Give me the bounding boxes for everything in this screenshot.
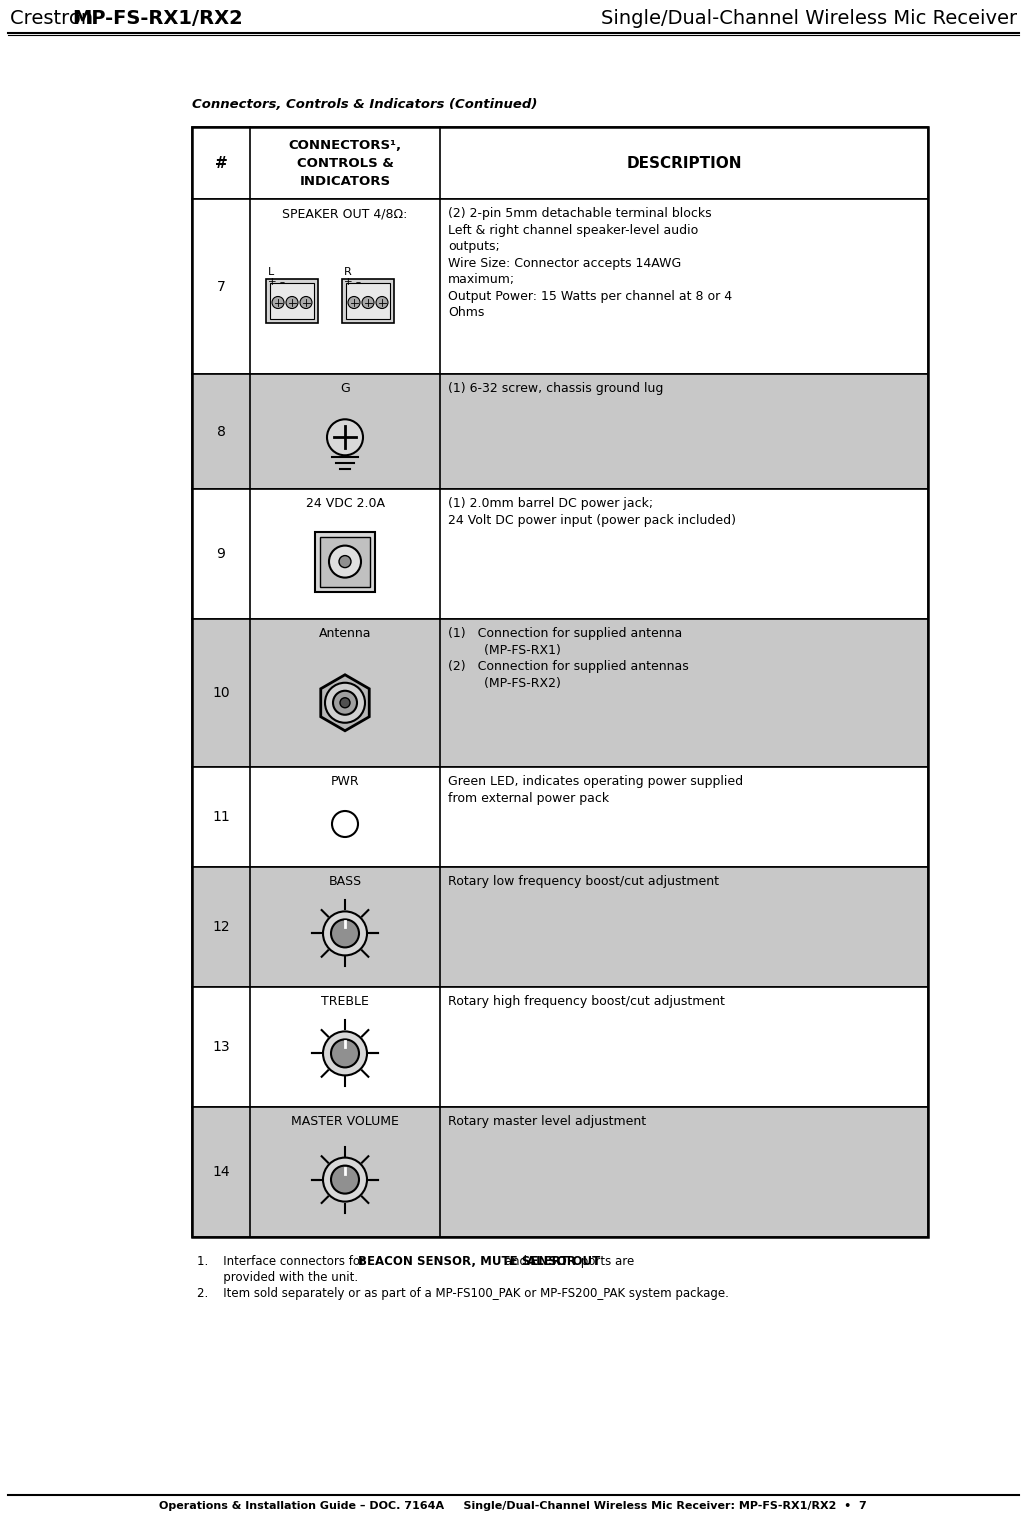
Text: 12: 12 [213, 919, 230, 934]
Text: Antenna: Antenna [318, 627, 371, 640]
Bar [192, 988, 928, 1107]
Circle shape [329, 546, 362, 578]
Bar [192, 375, 928, 488]
Text: and: and [501, 1255, 531, 1268]
Text: Rotary master level adjustment: Rotary master level adjustment [448, 1115, 646, 1129]
Text: SPEAKER OUT 4/8Ω:: SPEAKER OUT 4/8Ω: [282, 206, 408, 220]
Text: 24 VDC 2.0A: 24 VDC 2.0A [305, 498, 384, 510]
Text: Single/Dual-Channel Wireless Mic Receiver: Single/Dual-Channel Wireless Mic Receive… [601, 9, 1017, 27]
Text: provided with the unit.: provided with the unit. [197, 1271, 358, 1283]
Text: Crestron: Crestron [10, 9, 100, 27]
Circle shape [324, 1157, 367, 1201]
Text: L: L [268, 267, 274, 276]
Bar [192, 488, 928, 619]
Text: DESCRIPTION: DESCRIPTION [626, 156, 741, 170]
Bar [192, 868, 928, 988]
Circle shape [325, 683, 365, 722]
Text: 9: 9 [217, 548, 226, 561]
Circle shape [376, 296, 388, 308]
Text: ports are: ports are [577, 1255, 634, 1268]
Bar [320, 537, 370, 587]
Text: Green LED, indicates operating power supplied
from external power pack: Green LED, indicates operating power sup… [448, 775, 744, 804]
Polygon shape [320, 675, 370, 731]
Text: (1)   Connection for supplied antenna
         (MP-FS-RX1)
(2)   Connection for : (1) Connection for supplied antenna (MP-… [448, 627, 689, 690]
Text: 13: 13 [213, 1041, 230, 1054]
Bar [315, 531, 375, 592]
Circle shape [362, 296, 374, 308]
Text: Rotary high frequency boost/cut adjustment: Rotary high frequency boost/cut adjustme… [448, 995, 725, 1007]
Text: BASS: BASS [329, 875, 362, 887]
Text: 10: 10 [213, 686, 230, 699]
Text: R: R [344, 267, 352, 276]
Bar [192, 619, 928, 768]
Text: PWR: PWR [331, 775, 359, 787]
Text: MP-FS-RX1/RX2: MP-FS-RX1/RX2 [72, 9, 242, 27]
Text: Rotary low frequency boost/cut adjustment: Rotary low frequency boost/cut adjustmen… [448, 875, 719, 887]
Text: TREBLE: TREBLE [321, 995, 369, 1007]
Text: 14: 14 [213, 1165, 230, 1179]
Bar [192, 127, 928, 199]
Text: ALERT OUT: ALERT OUT [527, 1255, 601, 1268]
Circle shape [332, 812, 358, 837]
Text: (1) 6-32 screw, chassis ground lug: (1) 6-32 screw, chassis ground lug [448, 382, 663, 394]
Text: + –: + – [268, 276, 286, 287]
Circle shape [272, 296, 284, 308]
Text: G: G [340, 382, 350, 394]
Text: 1.    Interface connectors for: 1. Interface connectors for [197, 1255, 369, 1268]
Circle shape [340, 698, 350, 708]
Bar [342, 279, 394, 323]
Text: 7: 7 [217, 279, 225, 293]
Circle shape [339, 555, 351, 567]
Bar [192, 768, 928, 868]
Circle shape [333, 690, 357, 715]
Text: 8: 8 [217, 425, 226, 438]
Text: BEACON SENSOR, MUTE SENSOR: BEACON SENSOR, MUTE SENSOR [358, 1255, 576, 1268]
Text: 2.    Item sold separately or as part of a MP-FS100_PAK or MP-FS200_PAK system p: 2. Item sold separately or as part of a … [197, 1286, 729, 1300]
Bar [270, 282, 314, 319]
Circle shape [331, 1165, 359, 1194]
Circle shape [286, 296, 298, 308]
Circle shape [327, 419, 363, 455]
Bar [192, 199, 928, 375]
Text: Connectors, Controls & Indicators (Continued): Connectors, Controls & Indicators (Conti… [192, 99, 537, 111]
Bar [192, 1107, 928, 1236]
Text: Operations & Installation Guide – DOC. 7164A     Single/Dual-Channel Wireless Mi: Operations & Installation Guide – DOC. 7… [159, 1500, 867, 1511]
Text: + –: + – [344, 276, 362, 287]
Text: CONNECTORS¹,
CONTROLS &
INDICATORS: CONNECTORS¹, CONTROLS & INDICATORS [289, 138, 402, 188]
Circle shape [348, 296, 360, 308]
Circle shape [331, 1039, 359, 1068]
Bar [346, 282, 390, 319]
Text: #: # [215, 156, 227, 170]
Text: (1) 2.0mm barrel DC power jack;
24 Volt DC power input (power pack included): (1) 2.0mm barrel DC power jack; 24 Volt … [448, 498, 736, 526]
Circle shape [324, 912, 367, 956]
Bar [192, 127, 928, 1236]
Circle shape [324, 1032, 367, 1076]
Text: (2) 2-pin 5mm detachable terminal blocks
Left & right channel speaker-level audi: (2) 2-pin 5mm detachable terminal blocks… [448, 206, 732, 319]
Text: MASTER VOLUME: MASTER VOLUME [291, 1115, 398, 1129]
Circle shape [300, 296, 312, 308]
Bar [266, 279, 318, 323]
Circle shape [331, 919, 359, 948]
Text: 11: 11 [213, 810, 230, 824]
